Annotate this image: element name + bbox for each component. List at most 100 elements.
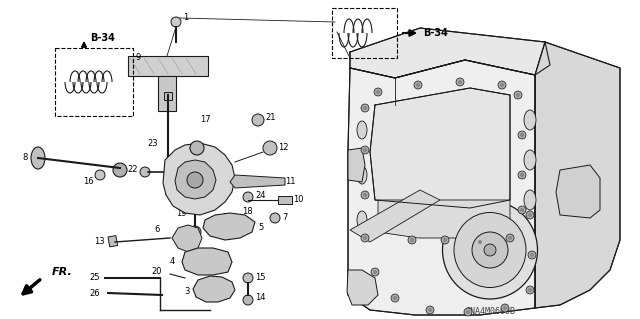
Circle shape <box>187 172 203 188</box>
Text: 9: 9 <box>135 54 140 63</box>
Circle shape <box>518 131 526 139</box>
Polygon shape <box>556 165 600 218</box>
Polygon shape <box>378 200 510 238</box>
Circle shape <box>374 88 382 96</box>
Circle shape <box>361 191 369 199</box>
Circle shape <box>373 270 377 274</box>
Circle shape <box>393 296 397 300</box>
Text: SNA4M0600B: SNA4M0600B <box>465 308 515 316</box>
Circle shape <box>456 78 464 86</box>
Ellipse shape <box>357 211 367 229</box>
Circle shape <box>528 213 532 217</box>
Ellipse shape <box>524 110 536 130</box>
Circle shape <box>190 141 204 155</box>
Text: 23: 23 <box>147 138 158 147</box>
Polygon shape <box>348 60 535 315</box>
Circle shape <box>361 104 369 112</box>
Circle shape <box>426 306 434 314</box>
Circle shape <box>514 91 522 99</box>
Circle shape <box>363 106 367 110</box>
Circle shape <box>526 211 534 219</box>
Circle shape <box>361 146 369 154</box>
Bar <box>164 92 172 100</box>
Circle shape <box>506 234 514 242</box>
Text: FR.: FR. <box>52 267 73 277</box>
Circle shape <box>243 295 253 305</box>
Circle shape <box>363 148 367 152</box>
Bar <box>158 76 176 111</box>
Circle shape <box>466 310 470 314</box>
Circle shape <box>464 308 472 316</box>
Ellipse shape <box>357 121 367 139</box>
Circle shape <box>171 17 181 27</box>
Circle shape <box>441 236 449 244</box>
Circle shape <box>476 238 484 246</box>
Text: 13: 13 <box>94 238 105 247</box>
Text: 21: 21 <box>265 114 275 122</box>
Circle shape <box>243 192 253 202</box>
Circle shape <box>530 253 534 257</box>
Circle shape <box>518 206 526 214</box>
Circle shape <box>498 81 506 89</box>
Text: 8: 8 <box>22 153 28 162</box>
Polygon shape <box>175 160 216 199</box>
Circle shape <box>270 213 280 223</box>
Circle shape <box>516 93 520 97</box>
Text: 1: 1 <box>183 13 188 23</box>
Polygon shape <box>203 213 255 240</box>
Circle shape <box>528 251 536 259</box>
Ellipse shape <box>442 201 538 299</box>
Circle shape <box>363 236 367 240</box>
Text: 20: 20 <box>152 268 162 277</box>
Ellipse shape <box>524 190 536 210</box>
Text: 18: 18 <box>242 207 253 217</box>
Circle shape <box>113 163 127 177</box>
Ellipse shape <box>524 150 536 170</box>
Text: 24: 24 <box>255 190 266 199</box>
Polygon shape <box>348 148 365 182</box>
Circle shape <box>416 83 420 87</box>
Circle shape <box>95 170 105 180</box>
Circle shape <box>503 306 507 310</box>
Text: 12: 12 <box>278 144 289 152</box>
Circle shape <box>363 193 367 197</box>
Circle shape <box>443 238 447 242</box>
Circle shape <box>458 80 462 84</box>
Circle shape <box>414 81 422 89</box>
Text: 17: 17 <box>200 115 211 124</box>
Polygon shape <box>370 88 510 208</box>
Text: 10: 10 <box>293 196 303 204</box>
Text: 6: 6 <box>155 226 160 234</box>
Circle shape <box>520 208 524 212</box>
Polygon shape <box>172 225 202 252</box>
Polygon shape <box>182 248 232 275</box>
Text: 14: 14 <box>255 293 266 302</box>
Circle shape <box>410 238 414 242</box>
Text: 22: 22 <box>127 166 138 174</box>
Bar <box>278 196 292 204</box>
Circle shape <box>478 240 482 244</box>
Ellipse shape <box>357 166 367 184</box>
Circle shape <box>189 226 201 238</box>
Circle shape <box>252 114 264 126</box>
Polygon shape <box>535 42 620 308</box>
Text: 16: 16 <box>83 177 94 187</box>
Bar <box>55 48 133 116</box>
Text: 11: 11 <box>285 177 296 187</box>
Circle shape <box>263 141 277 155</box>
Polygon shape <box>347 270 378 305</box>
Text: 26: 26 <box>90 288 100 298</box>
Bar <box>128 56 208 76</box>
Circle shape <box>376 90 380 94</box>
Bar <box>108 236 118 247</box>
Circle shape <box>472 232 508 268</box>
Circle shape <box>391 294 399 302</box>
Circle shape <box>500 83 504 87</box>
Text: 4: 4 <box>170 257 175 266</box>
Circle shape <box>501 304 509 312</box>
Circle shape <box>371 268 379 276</box>
Text: 3: 3 <box>184 287 190 296</box>
Text: 2: 2 <box>182 186 187 195</box>
Circle shape <box>520 173 524 177</box>
Circle shape <box>526 286 534 294</box>
